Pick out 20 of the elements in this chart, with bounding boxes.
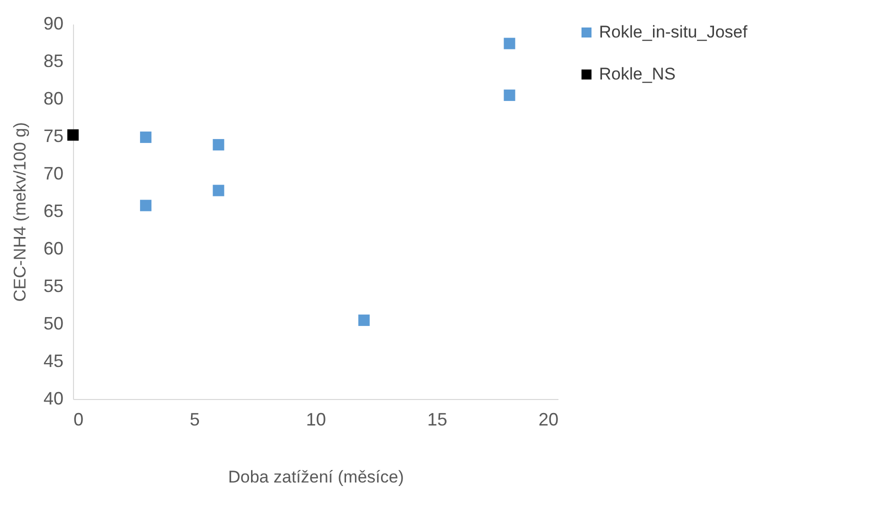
x-axis-title: Doba zatížení (měsíce) <box>228 468 404 486</box>
y-tick-label: 90 <box>43 14 64 34</box>
y-tick-label: 55 <box>43 276 64 296</box>
y-tick-label: 85 <box>43 51 64 71</box>
legend-label: Rokle_in-situ_Josef <box>599 22 748 42</box>
legend-label: Rokle_NS <box>599 64 676 84</box>
y-axis-title: CEC-NH4 (mekv/100 g) <box>10 122 30 302</box>
y-tick-label: 75 <box>43 126 64 146</box>
y-tick-label: 65 <box>43 201 64 221</box>
y-tick-label: 80 <box>43 88 64 108</box>
x-tick-label: 15 <box>427 410 448 430</box>
x-tick-label: 10 <box>306 410 326 430</box>
x-tick-label: 0 <box>74 410 84 430</box>
y-tick-label: 70 <box>43 164 64 184</box>
y-tick-label: 50 <box>43 314 64 334</box>
x-tick-label: 20 <box>538 410 558 430</box>
y-tick-label: 60 <box>43 238 64 258</box>
x-tick-label: 5 <box>190 410 200 430</box>
y-tick-label: 45 <box>43 351 64 371</box>
y-tick-label: 40 <box>43 388 64 408</box>
